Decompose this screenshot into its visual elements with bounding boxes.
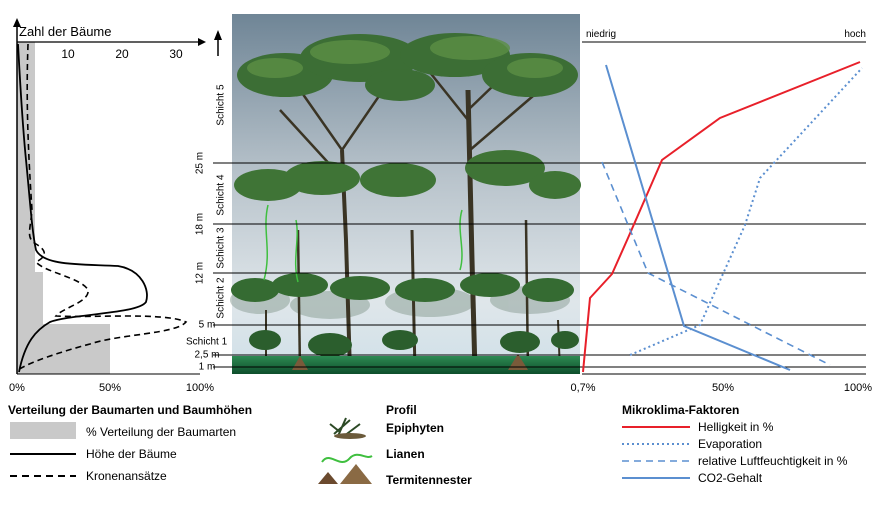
height-label-1m: 1 m: [199, 362, 216, 373]
layer-label-2: Schicht 2: [216, 277, 227, 319]
species-bar-lower: [17, 324, 110, 374]
legend-left: Verteilung der Baumarten und Baumhöhen %…: [8, 403, 252, 483]
legend-termite-label: Termitennester: [386, 473, 472, 487]
left-top-tick-10: 10: [61, 47, 75, 61]
lianas: [263, 204, 463, 283]
legend-middle: Profil Epiphyten Lianen Termitennester: [318, 403, 472, 487]
epiphyte-icon: [329, 417, 366, 439]
left-top-tick-30: 30: [169, 47, 183, 61]
legend-luftfeuchtigkeit-label: relative Luftfeuchtigkeit in %: [698, 454, 848, 468]
legend-liana-label: Lianen: [386, 447, 425, 461]
height-label-12m: 12 m: [195, 262, 206, 284]
left-bottom-tick-100: 100%: [186, 382, 214, 394]
height-label-25m: 25 m: [195, 152, 206, 174]
height-label-2-5m: 2,5 m: [194, 350, 219, 361]
luftfeuchtigkeit-curve: [601, 161, 831, 366]
right-panel: niedrig hoch 0,7% 50% 100%: [570, 29, 872, 394]
layer-label-5: Schicht 5: [216, 84, 227, 126]
layer-label-1: Schicht 1: [186, 337, 228, 348]
shrub-layer: [249, 330, 579, 357]
species-bar-middle: [17, 272, 43, 324]
left-y-arrow: [13, 18, 21, 27]
co2-curve: [605, 64, 791, 371]
canopy-crowns: [234, 150, 581, 201]
right-bottom-tick-0-7: 0,7%: [570, 382, 595, 394]
evaporation-curve: [629, 67, 863, 356]
left-bottom-tick-0: 0%: [9, 382, 25, 394]
legend-middle-title: Profil: [386, 403, 417, 417]
height-arrow-icon: [214, 30, 222, 40]
legend-right-title: Mikroklima-Faktoren: [622, 403, 739, 417]
forest-profile-illustration: [230, 14, 581, 374]
legend-crown-label: Kronenansätze: [86, 469, 167, 483]
legend-helligkeit-label: Helligkeit in %: [698, 420, 774, 434]
crown-base-curve: [17, 43, 188, 371]
left-top-arrow: [198, 38, 206, 46]
layer-label-3: Schicht 3: [216, 227, 227, 269]
legend-evaporation-label: Evaporation: [698, 437, 762, 451]
right-label-hoch: hoch: [844, 29, 866, 40]
left-bottom-tick-50: 50%: [99, 382, 121, 394]
right-bottom-tick-50: 50%: [712, 382, 734, 394]
helligkeit-curve: [582, 61, 861, 373]
right-bottom-tick-100: 100%: [844, 382, 872, 394]
legend-right: Mikroklima-Faktoren Helligkeit in % Evap…: [622, 403, 848, 485]
legend-species-swatch: [10, 422, 76, 439]
legend-left-title: Verteilung der Baumarten und Baumhöhen: [8, 403, 252, 417]
termite-nest-icon: [318, 464, 372, 484]
left-panel: Zahl der Bäume 10 20 30 0% 50% 100%: [9, 18, 214, 394]
legend-co2-label: CO2-Gehalt: [698, 471, 763, 485]
forest-ground: [232, 356, 580, 374]
left-top-tick-20: 20: [115, 47, 129, 61]
height-scale: 25 m 18 m 12 m 5 m 2,5 m 1 m Schicht 5 S…: [186, 30, 228, 373]
liana-icon: [321, 453, 373, 463]
legend-height-label: Höhe der Bäume: [86, 447, 177, 461]
height-label-18m: 18 m: [195, 213, 206, 235]
left-panel-title: Zahl der Bäume: [19, 24, 112, 39]
right-label-niedrig: niedrig: [586, 29, 616, 40]
height-lines: [213, 162, 866, 368]
termite-mound-2: [508, 354, 528, 370]
tree-height-curve: [17, 43, 148, 373]
height-label-5m: 5 m: [199, 320, 216, 331]
legend-species-label: % Verteilung der Baumarten: [86, 425, 236, 439]
layer-label-4: Schicht 4: [216, 174, 227, 216]
understory-crowns: [231, 273, 574, 302]
legend-epiphyte-label: Epiphyten: [386, 421, 444, 435]
